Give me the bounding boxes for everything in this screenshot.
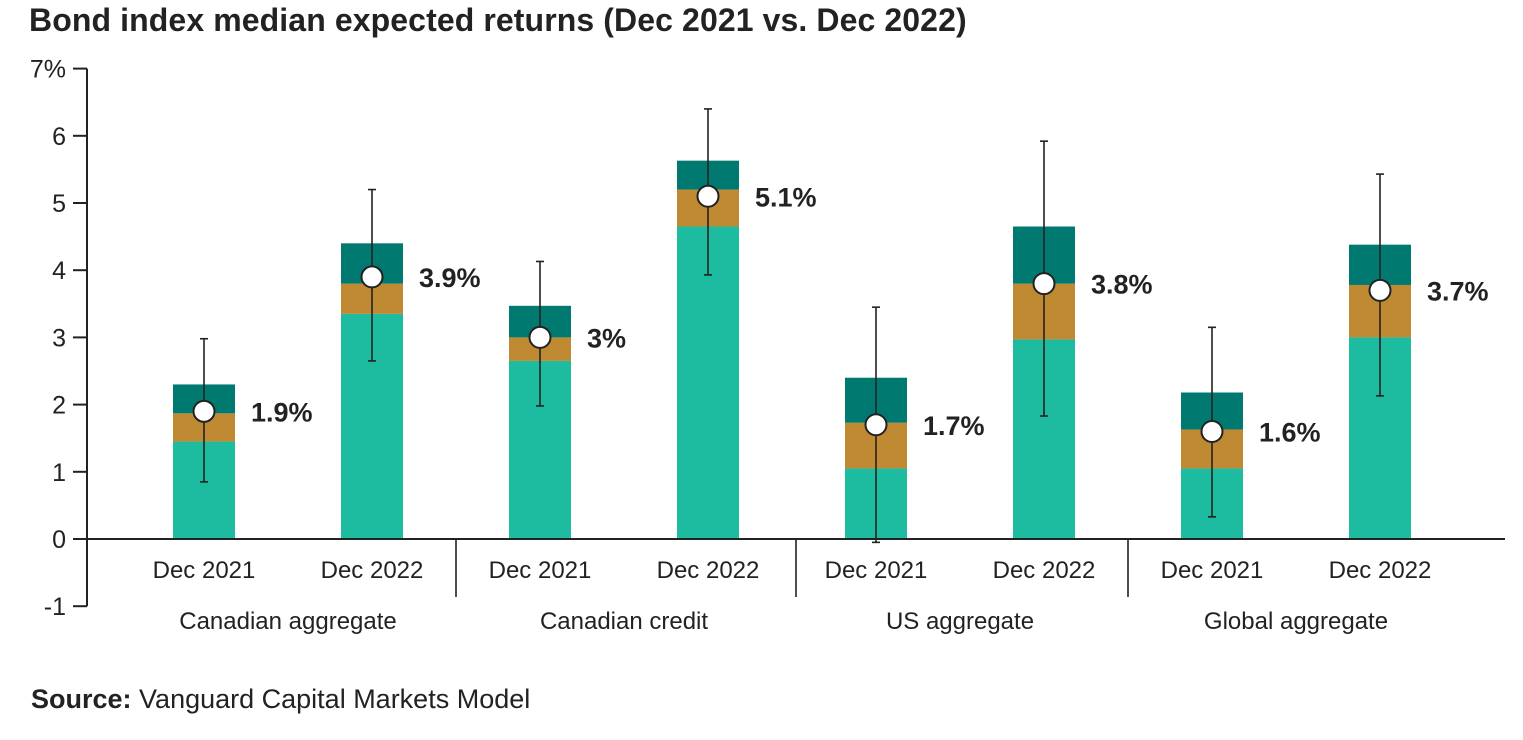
y-tick-label: 4 [52,257,66,285]
chart-title: Bond index median expected returns (Dec … [29,2,967,38]
data-label: 3.8% [1091,270,1153,300]
source-note: Source: Vanguard Capital Markets Model [31,684,530,715]
data-label: 3.9% [419,263,481,293]
y-tick-label: 5 [52,190,66,218]
x-group-label: Canadian credit [540,608,708,635]
x-tick-label: Dec 2021 [1161,557,1264,584]
x-tick-label: Dec 2021 [489,557,592,584]
y-tick-label: 0 [52,526,66,554]
median-marker [1032,272,1056,296]
median-marker [864,413,888,437]
data-label: 1.7% [923,411,985,441]
median-marker [1368,278,1392,302]
x-tick-label: Dec 2022 [993,557,1096,584]
source-text: Vanguard Capital Markets Model [139,684,531,714]
data-label: 1.6% [1259,417,1321,447]
y-tick-label: 6 [52,123,66,151]
median-marker [192,399,216,423]
bar-segment-lower [677,226,739,539]
median-marker [528,325,552,349]
y-tick-label: -1 [44,593,66,621]
data-label: 3% [587,323,626,353]
y-tick-label: 7% [30,56,66,84]
median-marker [696,184,720,208]
x-tick-label: Dec 2021 [825,557,928,584]
median-marker [360,265,384,289]
y-tick-label: 2 [52,392,66,420]
x-tick-label: Dec 2022 [657,557,760,584]
y-tick-label: 3 [52,324,66,352]
y-tick-label: 1 [52,459,66,487]
x-group-label: Canadian aggregate [179,608,397,635]
data-label: 5.1% [755,182,817,212]
x-group-label: US aggregate [886,608,1034,635]
x-tick-label: Dec 2022 [1329,557,1432,584]
source-label: Source: [31,684,132,714]
median-marker [1200,419,1224,443]
x-tick-label: Dec 2022 [321,557,424,584]
data-label: 1.9% [251,397,313,427]
x-group-label: Global aggregate [1204,608,1388,635]
bar-chart: 7% 6 5 4 3 2 1 0 -1 1.9% Dec 2021 3.9% Dec 2022 Canad… [30,56,1505,635]
data-label: 3.7% [1427,276,1489,306]
x-tick-label: Dec 2021 [153,557,256,584]
